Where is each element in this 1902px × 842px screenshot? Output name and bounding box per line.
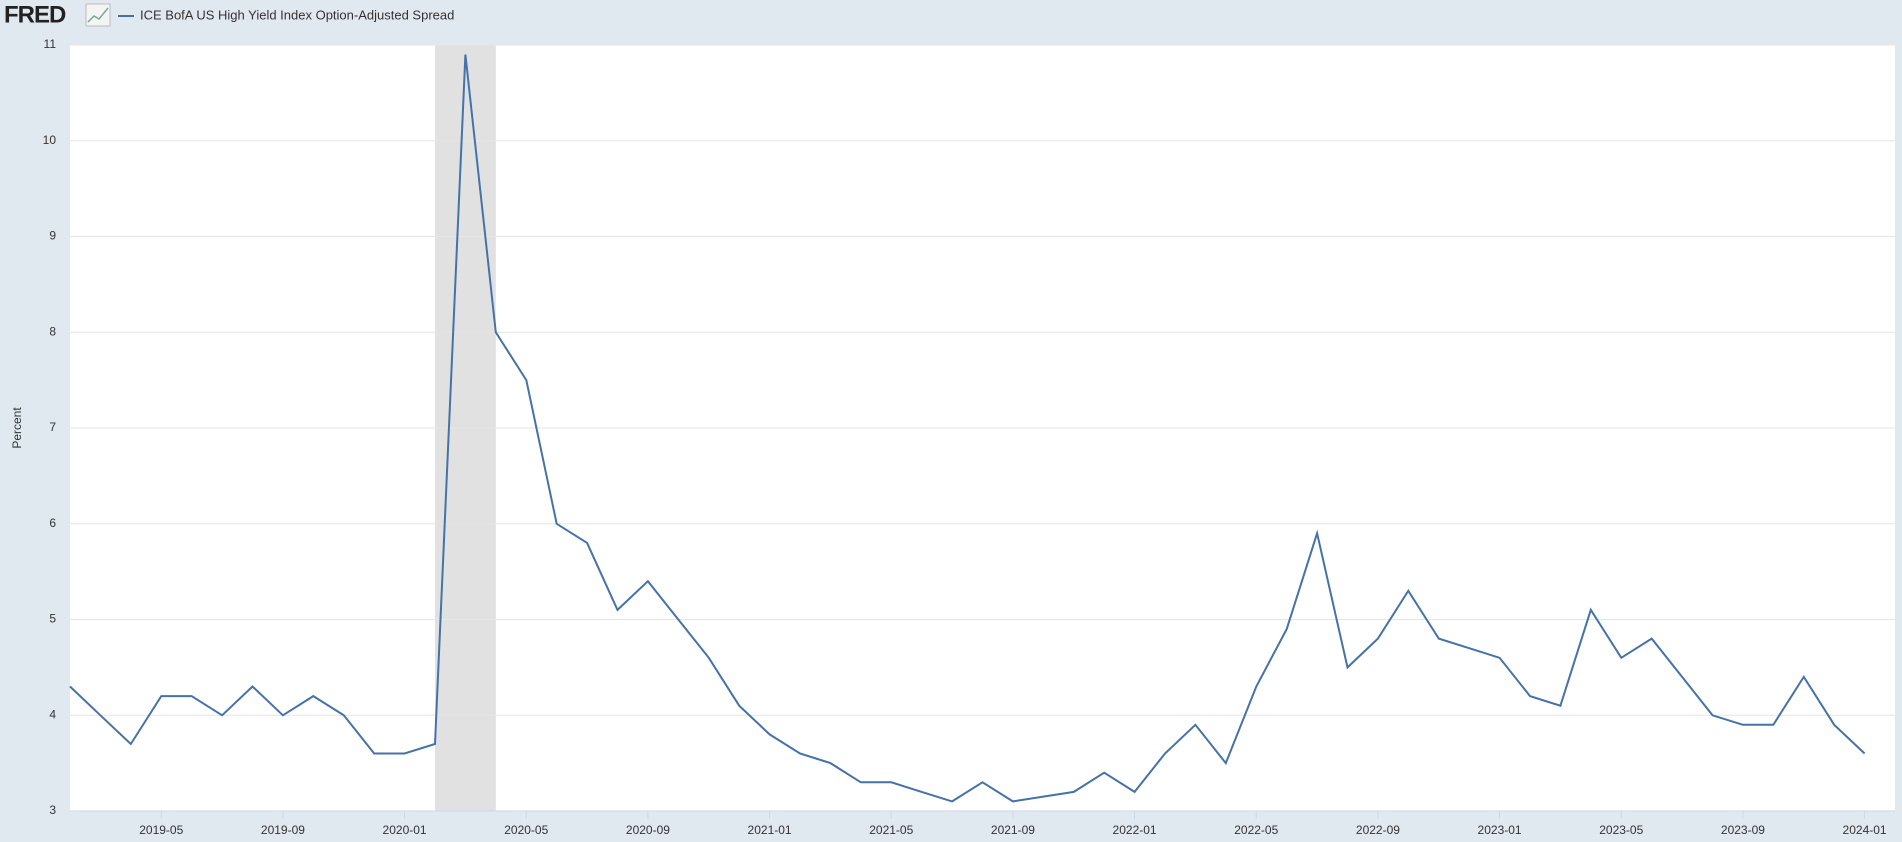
series-line xyxy=(69,54,1866,803)
y-tick-label: 6 xyxy=(49,516,56,530)
logo-icon xyxy=(85,3,111,27)
x-tick-label: 2020-05 xyxy=(504,823,548,837)
x-tick-label: 2020-09 xyxy=(626,823,670,837)
y-tick-label: 9 xyxy=(49,229,56,243)
x-tick-label: 2024-01 xyxy=(1843,823,1887,837)
y-tick-label: 3 xyxy=(49,803,56,817)
logo-icon-line xyxy=(87,7,109,23)
y-tick-label: 8 xyxy=(49,324,56,338)
y-tick-label: 7 xyxy=(49,420,56,434)
chart-layer: 3 4 5 6 7 8 9 10 11 2019-05 2019-09 2020-01 2020-05 2… xyxy=(43,7,1895,837)
y-axis-label: Percent xyxy=(10,407,24,449)
logo: FRED xyxy=(4,1,66,28)
x-tick-label: 2022-05 xyxy=(1234,823,1278,837)
legend-label: ICE BofA US High Yield Index Option-Adju… xyxy=(140,7,454,22)
x-tick-label: 2023-01 xyxy=(1478,823,1522,837)
x-tick-label: 2022-01 xyxy=(1113,823,1157,837)
x-tick-label: 2019-09 xyxy=(261,823,305,837)
x-tick-label: 2023-05 xyxy=(1599,823,1643,837)
y-tick-label: 11 xyxy=(44,37,57,51)
x-tick-label: 2019-05 xyxy=(139,823,183,837)
y-tick-label: 5 xyxy=(49,612,56,626)
x-tick-label: 2021-09 xyxy=(991,823,1035,837)
y-tick-label: 4 xyxy=(49,707,56,721)
y-tick-label: 10 xyxy=(43,133,57,147)
x-tick-label: 2021-05 xyxy=(869,823,913,837)
x-tick-label: 2023-09 xyxy=(1721,823,1765,837)
x-tick-label: 2022-09 xyxy=(1356,823,1400,837)
x-tick-label: 2021-01 xyxy=(748,823,792,837)
x-tick-label: 2020-01 xyxy=(383,823,427,837)
